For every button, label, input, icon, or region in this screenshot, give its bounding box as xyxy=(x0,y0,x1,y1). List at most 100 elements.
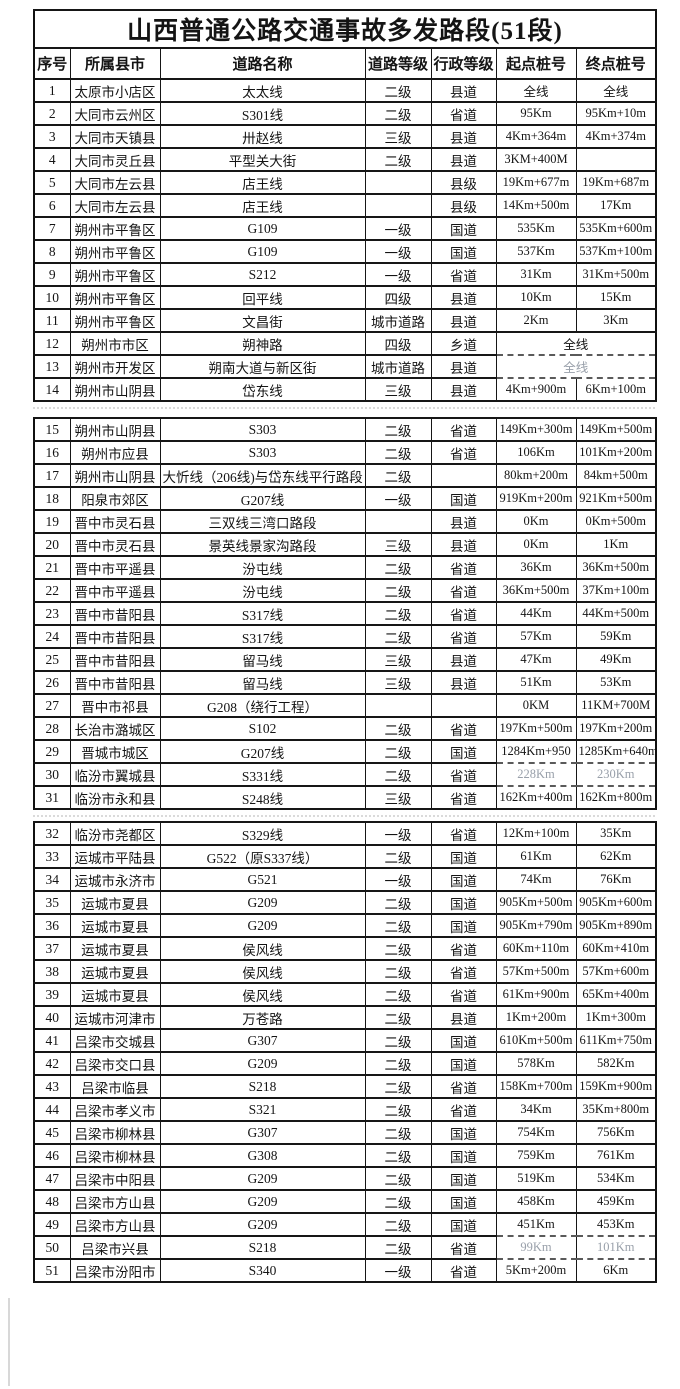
cell-start-stake: 106Km xyxy=(495,440,577,465)
cell-end-stake xyxy=(575,147,657,172)
cell-end-stake: 65Km+400m xyxy=(575,982,657,1007)
table-row: 51 吕梁市汾阳市 S340 一级 省道 5Km+200m 6Km xyxy=(33,1258,657,1283)
cell-road-grade: 二级 xyxy=(364,601,432,626)
cell-road-name: 景英线景家沟路段 xyxy=(159,532,366,557)
table-row: 4 大同市灵丘县 平型关大街 二级 县道 3KM+400M xyxy=(33,147,657,172)
cell-serial: 12 xyxy=(33,331,71,356)
cell-road-grade: 二级 xyxy=(364,890,432,915)
cell-start-stake: 2Km xyxy=(495,308,577,333)
cell-road-grade: 二级 xyxy=(364,147,432,172)
column-header-2: 所属县市 xyxy=(69,47,161,80)
cell-start-stake: 0KM xyxy=(495,693,577,718)
cell-road-grade: 二级 xyxy=(364,762,432,787)
cell-admin-grade xyxy=(430,463,497,488)
cell-road-name: S102 xyxy=(159,716,366,741)
cell-road-grade: 三级 xyxy=(364,785,432,810)
cell-road-name: 汾屯线 xyxy=(159,578,366,603)
cell-admin-grade: 县道 xyxy=(430,532,497,557)
cell-road-grade: 二级 xyxy=(364,913,432,938)
cell-road-grade: 四级 xyxy=(364,285,432,310)
cell-road-grade: 三级 xyxy=(364,377,432,402)
cell-end-stake: 537Km+100m xyxy=(575,239,657,264)
cell-road-name: 留马线 xyxy=(159,647,366,672)
cell-admin-grade: 省道 xyxy=(430,440,497,465)
cell-start-stake: 519Km xyxy=(495,1166,577,1191)
cell-road-name: G209 xyxy=(159,913,366,938)
cell-start-stake: 228Km xyxy=(495,762,577,787)
table-row: 36 运城市夏县 G209 二级 国道 905Km+790m 905Km+890m xyxy=(33,913,657,938)
cell-road-name: 三双线三湾口路段 xyxy=(159,509,366,534)
cell-admin-grade: 省道 xyxy=(430,936,497,961)
table-row: 45 吕梁市柳林县 G307 二级 国道 754Km 756Km xyxy=(33,1120,657,1145)
cell-road-grade: 一级 xyxy=(364,867,432,892)
cell-serial: 31 xyxy=(33,785,71,810)
table-row: 29 晋城市城区 G207线 二级 国道 1284Km+950 1285Km+640m xyxy=(33,739,657,764)
page-title: 山西普通公路交通事故多发路段(51段) xyxy=(33,9,657,49)
table-row: 41 吕梁市交城县 G307 二级 国道 610Km+500m 611Km+750m xyxy=(33,1028,657,1053)
cell-serial: 29 xyxy=(33,739,71,764)
table-row: 5 大同市左云县 店王线 县级 19Km+677m 19Km+687m xyxy=(33,170,657,195)
cell-start-stake: 57Km xyxy=(495,624,577,649)
cell-serial: 41 xyxy=(33,1028,71,1053)
cell-admin-grade: 县道 xyxy=(430,124,497,149)
cell-serial: 34 xyxy=(33,867,71,892)
cell-serial: 44 xyxy=(33,1097,71,1122)
cell-admin-grade: 国道 xyxy=(430,1189,497,1214)
cell-road-grade: 二级 xyxy=(364,1143,432,1168)
table-row: 49 吕梁市方山县 G209 二级 国道 451Km 453Km xyxy=(33,1212,657,1237)
cell-county: 大同市左云县 xyxy=(69,193,161,218)
cell-road-name: 侯风线 xyxy=(159,982,366,1007)
cell-end-stake: 230Km xyxy=(575,762,657,787)
table-row: 18 阳泉市郊区 G207线 一级 国道 919Km+200m 921Km+500m xyxy=(33,486,657,511)
cell-road-name: G308 xyxy=(159,1143,366,1168)
scan-edge-artifact xyxy=(8,1298,10,1386)
cell-serial: 36 xyxy=(33,913,71,938)
cell-admin-grade: 国道 xyxy=(430,1212,497,1237)
table-section-3: 32 临汾市尧都区 S329线 一级 省道 12Km+100m 35Km 33 运城市平陆县 G5… xyxy=(33,821,657,1283)
cell-start-stake: 51Km xyxy=(495,670,577,695)
cell-end-stake: 453Km xyxy=(575,1212,657,1237)
cell-road-name: G307 xyxy=(159,1120,366,1145)
cell-serial: 49 xyxy=(33,1212,71,1237)
table-row: 7 朔州市平鲁区 G109 一级 国道 535Km 535Km+600m xyxy=(33,216,657,241)
cell-road-grade: 城市道路 xyxy=(364,308,432,333)
cell-road-grade: 三级 xyxy=(364,647,432,672)
cell-road-grade: 一级 xyxy=(364,486,432,511)
cell-start-stake: 34Km xyxy=(495,1097,577,1122)
cell-serial: 25 xyxy=(33,647,71,672)
cell-serial: 37 xyxy=(33,936,71,961)
cell-road-grade: 一级 xyxy=(364,1258,432,1283)
cell-end-stake: 761Km xyxy=(575,1143,657,1168)
cell-road-name: 岱东线 xyxy=(159,377,366,402)
cell-admin-grade: 省道 xyxy=(430,601,497,626)
table-row: 37 运城市夏县 侯风线 二级 省道 60Km+110m 60Km+410m xyxy=(33,936,657,961)
cell-serial: 35 xyxy=(33,890,71,915)
cell-county: 晋中市昔阳县 xyxy=(69,647,161,672)
cell-end-stake: 0Km+500m xyxy=(575,509,657,534)
table-row: 21 晋中市平遥县 汾屯线 二级 省道 36Km 36Km+500m xyxy=(33,555,657,580)
cell-end-stake: 611Km+750m xyxy=(575,1028,657,1053)
cell-serial: 5 xyxy=(33,170,71,195)
cell-end-stake: 15Km xyxy=(575,285,657,310)
cell-admin-grade: 省道 xyxy=(430,578,497,603)
cell-admin-grade: 国道 xyxy=(430,890,497,915)
cell-road-name: 侯风线 xyxy=(159,959,366,984)
cell-end-stake: 3Km xyxy=(575,308,657,333)
cell-serial: 13 xyxy=(33,354,71,379)
cell-county: 晋中市昔阳县 xyxy=(69,601,161,626)
cell-end-stake: 756Km xyxy=(575,1120,657,1145)
cell-end-stake: 162Km+800m xyxy=(575,785,657,810)
cell-road-name: 太太线 xyxy=(159,78,366,103)
cell-county: 吕梁市柳林县 xyxy=(69,1143,161,1168)
cell-start-stake: 578Km xyxy=(495,1051,577,1076)
cell-start-stake: 全线 xyxy=(495,78,577,103)
page-break-artifact xyxy=(33,407,655,413)
cell-road-grade: 一级 xyxy=(364,262,432,287)
cell-start-stake: 759Km xyxy=(495,1143,577,1168)
cell-start-stake: 162Km+400m xyxy=(495,785,577,810)
cell-county: 临汾市尧都区 xyxy=(69,821,161,846)
cell-start-stake: 4Km+900m xyxy=(495,377,577,402)
cell-road-name: S303 xyxy=(159,440,366,465)
table-row: 2 大同市云州区 S301线 二级 省道 95Km 95Km+10m xyxy=(33,101,657,126)
cell-end-stake: 44Km+500m xyxy=(575,601,657,626)
